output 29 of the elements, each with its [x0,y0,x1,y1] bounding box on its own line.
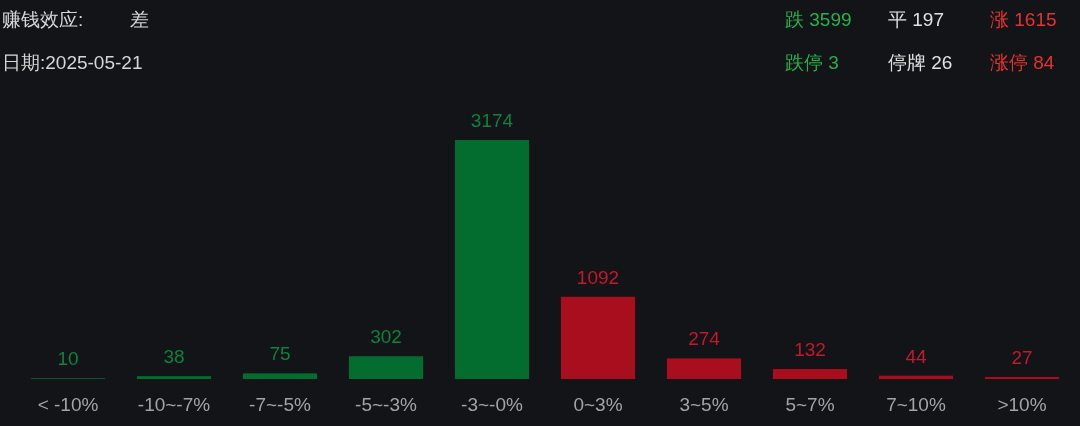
data-label: 1092 [576,266,620,288]
data-label: 10 [57,348,79,370]
data-label: 75 [269,343,291,365]
data-label: 27 [1011,346,1033,368]
data-label: 3174 [470,110,514,131]
x-tick-label: -5~-3% [355,394,417,415]
x-tick-label: 0~3% [573,394,623,415]
data-label: 38 [163,346,185,368]
annotation: 差 [130,9,149,30]
x-tick-label: < -10% [37,394,99,415]
x-tick-label: -3~-0% [461,394,523,415]
data-label: 274 [688,328,720,350]
data-label: 302 [370,326,402,348]
data-label: 132 [794,339,826,361]
x-tick-label: -10~-7% [137,394,211,415]
x-tick-label: 5~7% [785,394,835,415]
annotation: 跌停 3 [785,52,839,73]
annotation: 涨停 84 [990,52,1055,73]
annotation: 跌 3599 [785,9,852,30]
annotation: 平 197 [888,9,944,30]
x-tick-label: 3~5% [679,394,729,415]
title: 赚钱效应: [2,9,84,30]
annotation: 涨 1615 [990,9,1057,30]
data-label: 44 [905,345,927,367]
annotation: 停牌 26 [888,52,953,73]
x-tick-label: >10% [997,394,1047,415]
x-tick-label: -7~-5% [249,394,311,415]
subtitle: 日期:2025-05-21 [2,52,143,73]
x-tick-label: 7~10% [886,394,946,415]
